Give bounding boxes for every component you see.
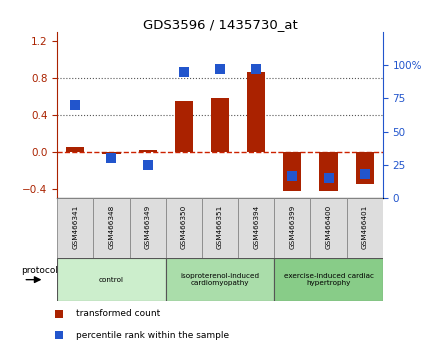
Text: GSM466351: GSM466351: [217, 205, 223, 249]
Bar: [347, 198, 383, 258]
Bar: [202, 198, 238, 258]
Bar: [57, 258, 166, 301]
Text: GSM466401: GSM466401: [362, 205, 368, 249]
Bar: [319, 152, 337, 191]
Bar: [175, 101, 193, 152]
Text: GSM466400: GSM466400: [326, 205, 331, 249]
Text: transformed count: transformed count: [76, 309, 160, 318]
Bar: [139, 150, 157, 152]
Bar: [93, 198, 129, 258]
Title: GDS3596 / 1435730_at: GDS3596 / 1435730_at: [143, 18, 297, 31]
Bar: [247, 72, 265, 152]
Text: protocol: protocol: [22, 266, 59, 275]
Text: GSM466394: GSM466394: [253, 205, 259, 249]
Bar: [129, 198, 166, 258]
Bar: [211, 98, 229, 152]
Bar: [66, 147, 84, 152]
Bar: [274, 198, 311, 258]
Text: exercise-induced cardiac
hypertrophy: exercise-induced cardiac hypertrophy: [283, 273, 374, 286]
Text: GSM466399: GSM466399: [290, 205, 295, 249]
Bar: [166, 198, 202, 258]
Bar: [103, 152, 121, 154]
Bar: [238, 198, 274, 258]
Text: percentile rank within the sample: percentile rank within the sample: [76, 331, 229, 340]
Text: GSM466349: GSM466349: [145, 205, 150, 249]
Text: control: control: [99, 277, 124, 282]
Bar: [57, 198, 93, 258]
Text: isoproterenol-induced
cardiomyopathy: isoproterenol-induced cardiomyopathy: [180, 273, 260, 286]
Text: GSM466341: GSM466341: [72, 205, 78, 249]
Text: GSM466348: GSM466348: [109, 205, 114, 249]
Bar: [311, 198, 347, 258]
Bar: [283, 152, 301, 191]
Text: GSM466350: GSM466350: [181, 205, 187, 249]
Bar: [166, 258, 274, 301]
Bar: [356, 152, 374, 184]
Bar: [274, 258, 383, 301]
